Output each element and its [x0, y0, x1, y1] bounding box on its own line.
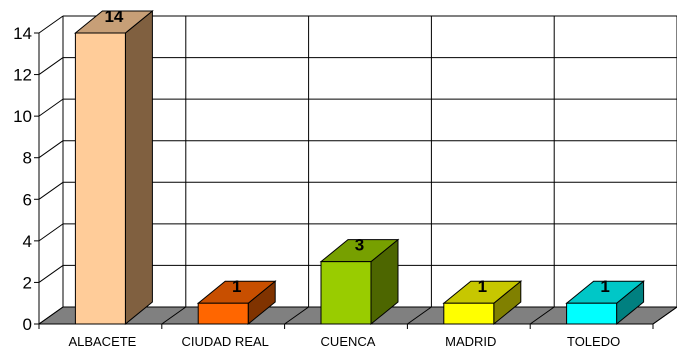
floor-division — [284, 306, 309, 325]
floor-division — [161, 306, 187, 325]
bar-front-face — [443, 302, 495, 325]
bar-data-label: 3 — [355, 236, 364, 255]
gridline-sidewall — [38, 15, 64, 34]
bar — [196, 280, 277, 326]
floor-division — [529, 306, 555, 325]
y-tick-label: 10 — [13, 107, 32, 126]
y-tick-label: 0 — [23, 315, 32, 334]
gridline-sidewall — [38, 57, 64, 75]
bar-side-face — [124, 9, 153, 326]
y-tick-label: 12 — [13, 66, 32, 85]
gridline-sidewall — [38, 98, 64, 117]
y-tick-label: 6 — [23, 190, 32, 209]
bar — [442, 280, 523, 326]
bar-front-face — [320, 261, 372, 325]
y-tick-label: 2 — [23, 273, 32, 292]
bar-front-face — [197, 302, 249, 325]
y-tick-label: 4 — [23, 232, 32, 251]
gridline-sidewall — [38, 181, 64, 200]
bar-data-label: 1 — [600, 277, 609, 296]
gridline-sidewall — [38, 140, 64, 159]
x-category-label: CUENCA — [321, 334, 376, 349]
bar-front-face — [566, 302, 618, 325]
x-category-label: ALBACETE — [68, 334, 136, 349]
gridline-sidewall — [38, 223, 64, 242]
gridline-sidewall — [38, 265, 64, 283]
bar — [565, 280, 646, 326]
x-category-label: MADRID — [445, 334, 496, 349]
bar — [319, 238, 400, 326]
x-category-label: CIUDAD REAL — [181, 334, 268, 349]
y-tick-label: 14 — [13, 24, 32, 43]
bar-front-face — [74, 32, 126, 325]
floor-division — [652, 306, 677, 325]
x-category-label: TOLEDO — [567, 334, 620, 349]
bar-data-label: 1 — [478, 277, 487, 296]
chart-labels: 14 ALBACETE 1 CIUDAD REAL 3 CUENCA 1 MADRID 1 TOL… — [68, 7, 620, 349]
y-tick-label: 8 — [23, 149, 32, 168]
chart-bars — [73, 9, 646, 326]
bar — [73, 9, 154, 326]
bar-data-label: 1 — [232, 277, 241, 296]
bar-data-label: 14 — [104, 7, 123, 26]
floor-division — [407, 306, 432, 325]
gridline-sidewall — [38, 306, 64, 325]
